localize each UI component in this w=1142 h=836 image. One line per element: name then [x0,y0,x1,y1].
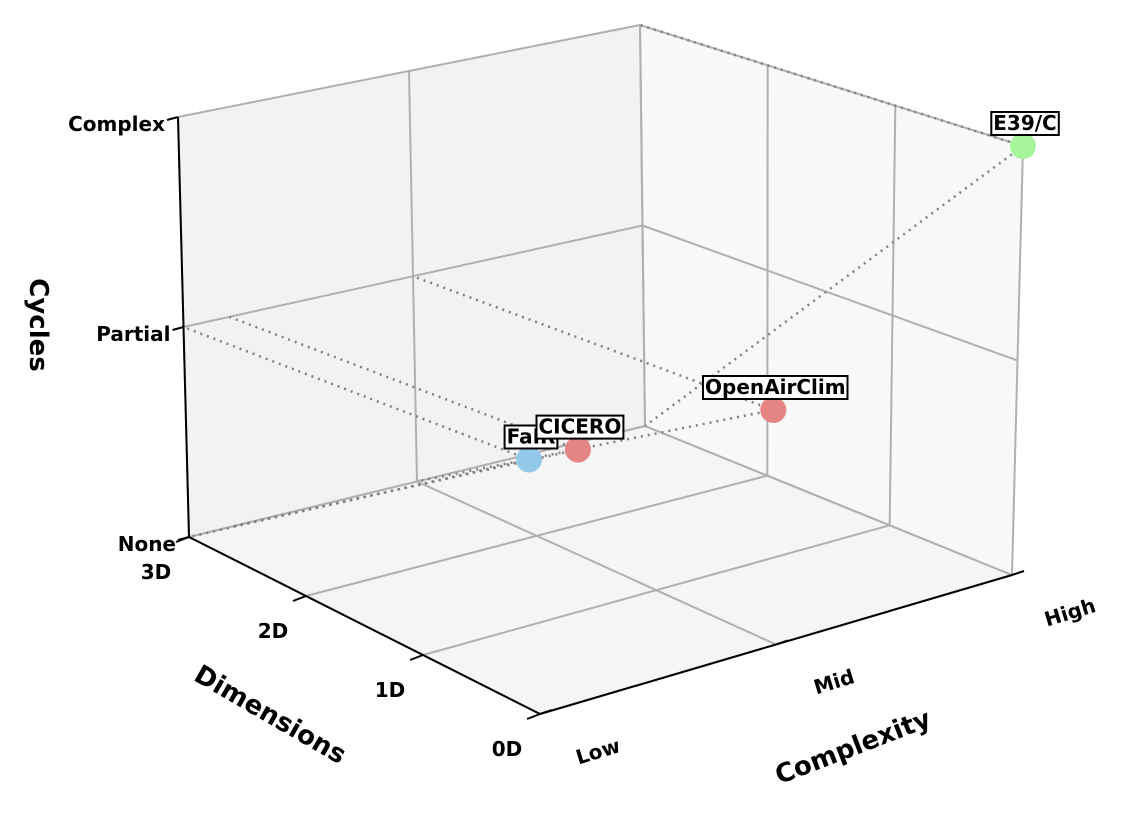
tick-labels: Low Mid High 0D 1D 2D 3D None Partial Complex [68,112,1098,769]
z-tick-label: Partial [96,322,170,346]
data-point [760,397,787,423]
point-label-box [702,375,849,400]
y-tick-label: 1D [375,678,406,702]
x-tick [775,639,789,646]
y-axis-label: Dimensions [189,660,351,771]
point-label-box [535,414,625,440]
z-tick [177,536,190,541]
z-tick-label: None [118,532,176,556]
x-axis-label: Complexity [771,704,935,791]
x-tick-label: Low [573,733,623,769]
drop-line-vertical [234,448,579,528]
y-tick-label: 0D [492,737,523,761]
gridline-back-z [183,224,643,328]
x-tick-label: High [1042,593,1099,631]
y-tick-label: 2D [258,619,289,643]
point-label: E39/C [993,111,1056,135]
drop-line-vertical [416,408,774,483]
gridline-floor-y [422,524,890,656]
gridline-right-z [642,224,1018,362]
data-point [564,436,591,463]
chart-panes [177,24,1024,715]
drop-line-depth [183,325,530,461]
y-tick [526,713,541,720]
y-tick [409,654,424,661]
gridline-back-z [177,24,641,118]
x-tick [1011,570,1025,576]
data-point [1010,133,1036,159]
z-tick [172,326,184,331]
point-label: OpenAirClim [705,375,846,399]
chart-axes [166,116,1025,720]
z-tick-label: Complex [68,112,165,136]
y-axis-line [188,536,541,715]
point-label: CICERO [538,415,621,439]
gridline-floor-x [416,480,777,646]
y-tick-label: 3D [141,560,172,584]
gridline-floor-y [305,474,768,597]
gridline-right-z [644,425,1013,576]
point-label-box [990,111,1060,136]
gridline-right-z [639,24,1024,147]
x-tick-label: Mid [811,664,857,699]
z-tick [166,116,179,121]
z-axis-label: Cycles [23,278,53,371]
data-point [516,446,542,473]
x-tick [539,709,553,715]
y-tick [292,595,307,602]
